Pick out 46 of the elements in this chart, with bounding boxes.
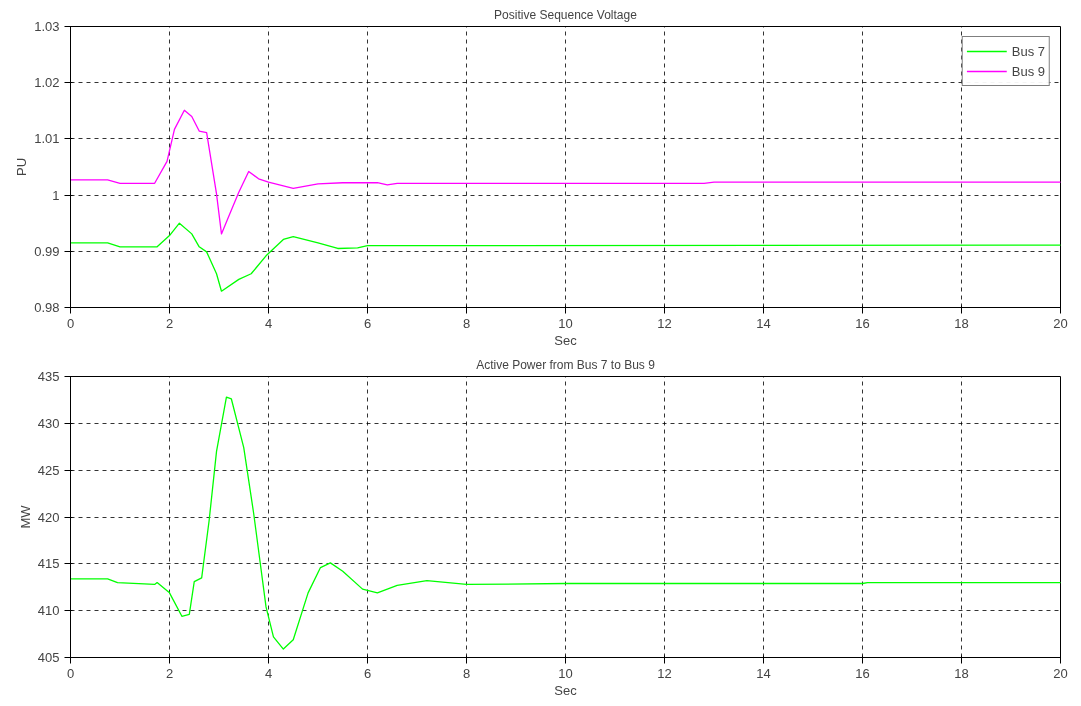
y-tick-label: 1.01 <box>34 131 60 147</box>
x-tick-label: 20 <box>1053 315 1068 331</box>
legend-label: Bus 7 <box>1011 43 1045 59</box>
x-tick-label: 18 <box>954 315 969 331</box>
x-tick-label: 0 <box>66 315 75 331</box>
y-tick-label: 420 <box>37 509 60 525</box>
line-series <box>70 396 1061 650</box>
x-tick-label: 2 <box>165 315 174 331</box>
y-tick-label: 1 <box>52 187 60 203</box>
y-tick-label: 415 <box>37 556 60 572</box>
y-tick-label: 425 <box>37 462 60 478</box>
y-tick-label: 410 <box>37 603 60 619</box>
x-tick-label: 16 <box>855 665 870 681</box>
y-tick-label: 0.98 <box>34 300 60 315</box>
x-tick-label: 18 <box>954 665 969 681</box>
x-tick-label: 20 <box>1053 665 1068 681</box>
y-tick-label: 1.03 <box>34 19 60 34</box>
x-tick-label: 10 <box>558 315 573 331</box>
y-axis-title: PU <box>14 157 30 177</box>
line-series <box>70 109 1061 235</box>
y-axis-title: MW <box>17 504 33 529</box>
y-tick-label: 435 <box>37 369 60 384</box>
chart-title: Positive Sequence Voltage <box>494 7 638 22</box>
x-axis-title: Sec <box>554 332 578 348</box>
x-tick-label: 14 <box>756 315 771 331</box>
x-tick-label: 8 <box>462 665 471 681</box>
line-series <box>70 222 1061 292</box>
y-tick-label: 1.02 <box>34 75 60 91</box>
x-tick-label: 4 <box>264 665 273 681</box>
x-tick-label: 16 <box>855 315 870 331</box>
x-tick-label: 0 <box>66 665 75 681</box>
x-tick-label: 2 <box>165 665 174 681</box>
y-tick-label: 405 <box>37 650 60 665</box>
chart-title: Active Power from Bus 7 to Bus 9 <box>476 357 656 372</box>
x-tick-label: 10 <box>558 665 573 681</box>
x-tick-label: 14 <box>756 665 771 681</box>
x-tick-label: 6 <box>363 315 372 331</box>
y-tick-label: 0.99 <box>34 243 60 259</box>
x-tick-label: 4 <box>264 315 273 331</box>
x-tick-label: 6 <box>363 665 372 681</box>
x-tick-label: 8 <box>462 315 471 331</box>
x-axis-title: Sec <box>554 682 578 698</box>
legend-label: Bus 9 <box>1011 63 1045 79</box>
y-tick-label: 430 <box>37 415 60 431</box>
x-tick-label: 12 <box>657 315 672 331</box>
x-tick-label: 12 <box>657 665 672 681</box>
